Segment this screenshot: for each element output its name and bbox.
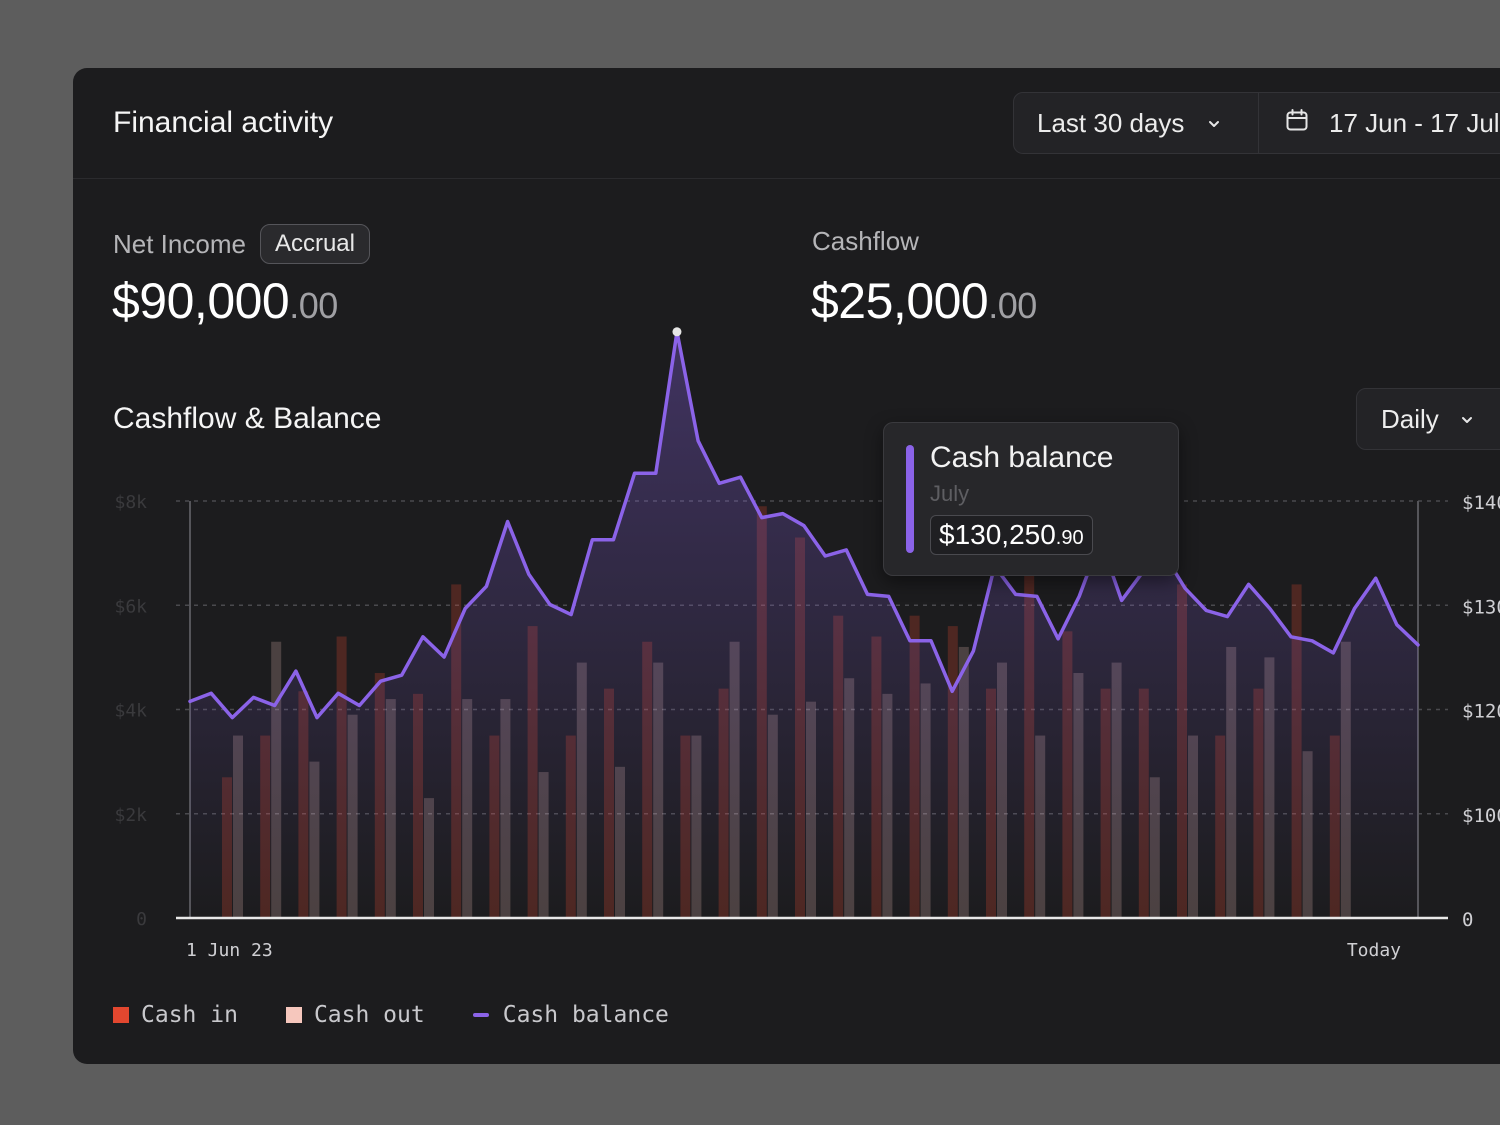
granularity-label: Daily <box>1381 403 1439 434</box>
cash-out-swatch <box>285 1007 302 1023</box>
x-start-label: 1 Jun 23 <box>186 940 273 961</box>
calendar-icon <box>1285 108 1309 139</box>
right-tick-label: $120 <box>1462 701 1500 723</box>
tooltip-subtitle: July <box>930 481 970 506</box>
financial-activity-card: Financial activity Last 30 days 17 Ju <box>73 68 1500 1064</box>
chart-legend: Cash in Cash out Cash balance <box>113 1002 717 1028</box>
net-income-label-row: Net Income Accrual <box>113 224 370 266</box>
net-income-value: $90,000.00 <box>112 272 338 330</box>
cash-in-swatch <box>113 1007 129 1023</box>
left-tick-label: 0 <box>136 909 147 930</box>
accrual-badge[interactable]: Accrual <box>259 224 370 264</box>
date-range-picker[interactable]: 17 Jun - 17 Jul <box>1259 93 1500 153</box>
legend-cash-balance-label: Cash balance <box>502 1002 669 1028</box>
right-tick-label: 0 <box>1462 909 1473 931</box>
cash-balance-tooltip: Cash balance July $130,250.90 <box>883 422 1179 576</box>
cashflow-value: $25,000.00 <box>811 272 1037 330</box>
cashflow-label: Cashflow <box>812 226 919 256</box>
granularity-select[interactable]: Daily <box>1356 388 1500 450</box>
legend-cash-balance[interactable]: Cash balance <box>472 1002 669 1028</box>
cash-balance-area <box>190 331 1418 918</box>
cash-balance-line <box>188 330 1420 720</box>
range-select-label: Last 30 days <box>1037 107 1185 138</box>
highlighted-point <box>672 327 682 337</box>
tooltip-title: Cash balance <box>930 441 1114 474</box>
tooltip-color-bar <box>906 445 914 553</box>
page-title: Financial activity <box>113 106 334 139</box>
left-tick-label: $8k <box>114 492 147 513</box>
tooltip-value-dollars: $130,250 <box>939 519 1056 550</box>
net-income-label: Net Income <box>113 228 246 259</box>
right-tick-label: $130 <box>1462 596 1500 618</box>
right-tick-label: $140 <box>1462 492 1500 514</box>
date-range-label: 17 Jun - 17 Jul <box>1329 107 1500 138</box>
net-income-dollars: $90,000 <box>112 273 290 329</box>
legend-cash-in-label: Cash in <box>141 1002 238 1028</box>
legend-cash-out[interactable]: Cash out <box>285 1002 425 1028</box>
section-title: Cashflow & Balance <box>113 402 382 435</box>
left-tick-label: $2k <box>114 805 147 826</box>
tooltip-value-cents: .90 <box>1055 527 1084 549</box>
right-tick-label: $100 <box>1462 805 1500 827</box>
x-end-label: Today <box>1347 940 1401 961</box>
cash-balance-swatch <box>472 1013 489 1017</box>
cashflow-cents: .00 <box>988 285 1037 326</box>
legend-cash-out-label: Cash out <box>313 1002 425 1028</box>
cashflow-balance-chart: 0 $2k $4k $6k $8k 0 $100 $120 $130 $140 1 Jun 23 To… <box>114 327 1500 961</box>
left-tick-label: $6k <box>114 596 147 617</box>
date-filter-group: Last 30 days 17 Jun - 17 Jul <box>1013 92 1500 154</box>
left-tick-label: $4k <box>114 701 147 722</box>
card-header: Financial activity Last 30 days 17 Ju <box>73 68 1500 179</box>
chevron-down-icon <box>1206 108 1222 139</box>
cashflow-dollars: $25,000 <box>811 273 989 329</box>
net-income-cents: .00 <box>289 285 338 326</box>
legend-cash-in[interactable]: Cash in <box>113 1002 238 1028</box>
chevron-down-icon <box>1459 404 1475 435</box>
tooltip-value: $130,250.90 <box>930 515 1093 555</box>
range-select[interactable]: Last 30 days <box>1014 93 1259 153</box>
